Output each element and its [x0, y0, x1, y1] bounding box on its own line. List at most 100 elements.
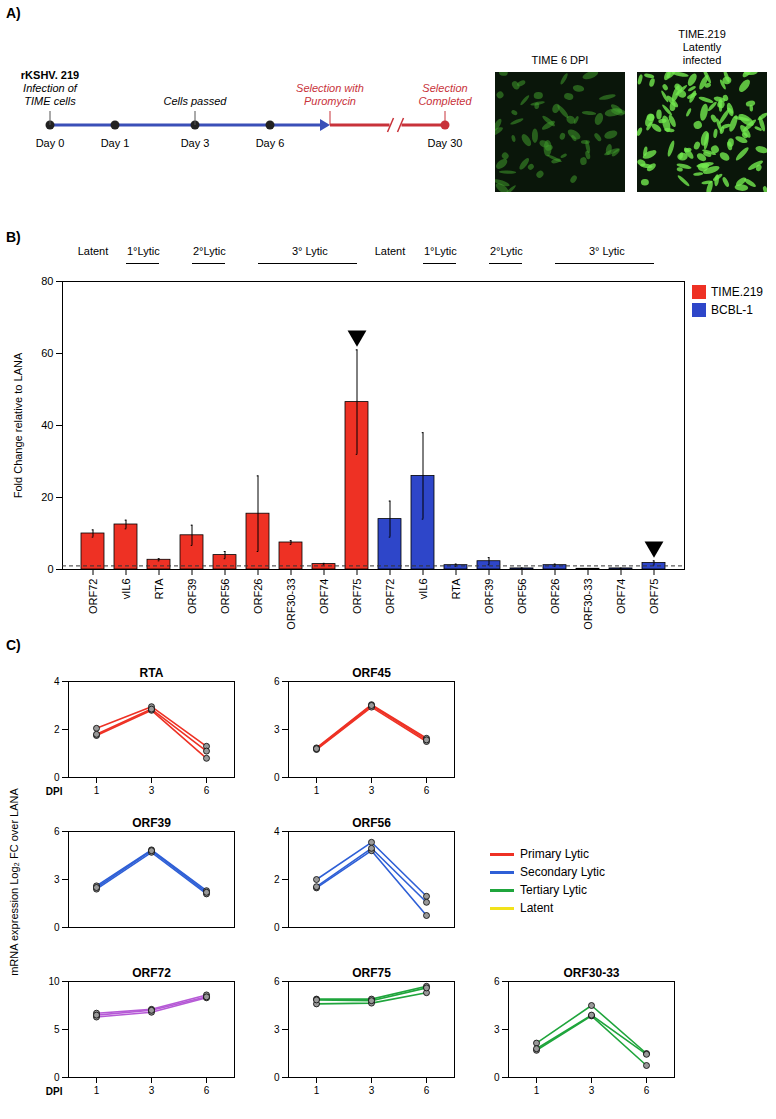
- svg-text:Completed: Completed: [418, 95, 472, 107]
- html-text:C): C): [6, 637, 21, 653]
- svg-text:1: 1: [314, 785, 320, 796]
- svg-text:Infection of: Infection of: [23, 82, 78, 94]
- svg-text:3: 3: [149, 1085, 155, 1096]
- svg-text:1: 1: [314, 1085, 320, 1096]
- svg-text:ORF39: ORF39: [483, 579, 495, 614]
- svg-text:6: 6: [204, 1085, 210, 1096]
- svg-text:TIME.219: TIME.219: [678, 28, 726, 40]
- svg-text:40: 40: [41, 419, 53, 431]
- svg-text:infected: infected: [683, 54, 722, 66]
- svg-text:vIL6: vIL6: [120, 579, 132, 600]
- svg-text:1°Lytic: 1°Lytic: [127, 245, 160, 257]
- svg-text:6: 6: [274, 676, 280, 687]
- svg-text:ORF74: ORF74: [318, 579, 330, 614]
- svg-text:3° Lytic: 3° Lytic: [589, 245, 625, 257]
- svg-text:Latent: Latent: [375, 245, 406, 257]
- svg-text:vIL6: vIL6: [417, 579, 429, 600]
- svg-text:ORF75: ORF75: [648, 579, 660, 614]
- svg-text:ORF26: ORF26: [549, 579, 561, 614]
- svg-text:Cells passed: Cells passed: [164, 95, 228, 107]
- svg-text:Latently: Latently: [683, 41, 722, 53]
- svg-text:5: 5: [54, 1024, 60, 1035]
- svg-text:ORF30-33: ORF30-33: [582, 579, 594, 630]
- svg-text:0: 0: [54, 922, 60, 933]
- svg-text:ORF39: ORF39: [186, 579, 198, 614]
- svg-text:6: 6: [644, 1085, 650, 1096]
- svg-text:20: 20: [41, 491, 53, 503]
- svg-text:ORF56: ORF56: [352, 816, 391, 830]
- svg-text:0: 0: [274, 922, 280, 933]
- svg-text:ORF75: ORF75: [352, 966, 391, 980]
- svg-text:6: 6: [204, 785, 210, 796]
- svg-text:TIME cells: TIME cells: [24, 95, 76, 107]
- svg-text:2: 2: [274, 874, 280, 885]
- svg-text:DPI: DPI: [46, 1086, 63, 1097]
- svg-text:0: 0: [274, 772, 280, 783]
- svg-text:10: 10: [48, 976, 60, 987]
- svg-text:3: 3: [274, 724, 280, 735]
- html-text:B): B): [6, 229, 21, 245]
- svg-text:3: 3: [589, 1085, 595, 1096]
- svg-text:rKSHV. 219: rKSHV. 219: [21, 69, 79, 81]
- svg-text:Day 30: Day 30: [428, 137, 463, 149]
- svg-text:Puromycin: Puromycin: [304, 95, 356, 107]
- svg-text:ORF30-33: ORF30-33: [285, 579, 297, 630]
- svg-text:6: 6: [54, 826, 60, 837]
- svg-text:RTA: RTA: [450, 578, 462, 600]
- svg-text:Selection with: Selection with: [296, 82, 364, 94]
- svg-text:TIME 6 DPI: TIME 6 DPI: [532, 54, 589, 66]
- html-text:BCBL-1: BCBL-1: [711, 303, 753, 317]
- svg-text:3: 3: [494, 1024, 500, 1035]
- svg-text:3: 3: [54, 874, 60, 885]
- svg-text:ORF72: ORF72: [132, 966, 171, 980]
- svg-text:2°Lytic: 2°Lytic: [490, 245, 523, 257]
- svg-text:ORF75: ORF75: [351, 579, 363, 614]
- svg-text:6: 6: [424, 1085, 430, 1096]
- svg-text:DPI: DPI: [46, 786, 63, 797]
- svg-text:ORF56: ORF56: [516, 579, 528, 614]
- svg-text:6: 6: [424, 785, 430, 796]
- svg-text:Selection: Selection: [422, 82, 467, 94]
- svg-text:0: 0: [274, 1072, 280, 1083]
- svg-text:60: 60: [41, 347, 53, 359]
- svg-text:ORF39: ORF39: [132, 816, 171, 830]
- svg-text:3: 3: [274, 1024, 280, 1035]
- svg-text:0: 0: [54, 772, 60, 783]
- svg-text:RTA: RTA: [153, 578, 165, 600]
- svg-text:ORF56: ORF56: [219, 579, 231, 614]
- svg-text:ORF45: ORF45: [352, 666, 391, 680]
- svg-text:RTA: RTA: [140, 666, 164, 680]
- svg-text:2: 2: [54, 724, 60, 735]
- svg-text:4: 4: [54, 676, 60, 687]
- svg-text:6: 6: [494, 976, 500, 987]
- svg-text:3: 3: [369, 785, 375, 796]
- svg-text:ORF26: ORF26: [252, 579, 264, 614]
- svg-text:3° Lytic: 3° Lytic: [292, 245, 328, 257]
- svg-text:4: 4: [274, 826, 280, 837]
- svg-text:3: 3: [369, 1085, 375, 1096]
- svg-text:0: 0: [47, 563, 53, 575]
- svg-text:ORF72: ORF72: [87, 579, 99, 614]
- svg-text:6: 6: [274, 976, 280, 987]
- svg-text:0: 0: [54, 1072, 60, 1083]
- svg-text:1°Lytic: 1°Lytic: [424, 245, 457, 257]
- svg-text:Day 3: Day 3: [181, 137, 210, 149]
- svg-text:Day 0: Day 0: [36, 137, 65, 149]
- svg-text:ORF30-33: ORF30-33: [563, 966, 619, 980]
- svg-text:Day 1: Day 1: [101, 137, 130, 149]
- svg-text:Fold Change relative to LANA: Fold Change relative to LANA: [12, 352, 24, 498]
- svg-text:mRNA expression Log₂ FC over L: mRNA expression Log₂ FC over LANA: [8, 788, 20, 976]
- svg-text:3: 3: [149, 785, 155, 796]
- svg-text:1: 1: [534, 1085, 540, 1096]
- svg-text:Day 6: Day 6: [256, 137, 285, 149]
- html-text:TIME.219: TIME.219: [711, 285, 763, 299]
- svg-text:Latent: Latent: [78, 245, 109, 257]
- svg-text:1: 1: [94, 1085, 100, 1096]
- svg-text:0: 0: [494, 1072, 500, 1083]
- svg-text:2°Lytic: 2°Lytic: [193, 245, 226, 257]
- svg-text:1: 1: [94, 785, 100, 796]
- svg-text:A): A): [6, 5, 21, 21]
- svg-text:ORF72: ORF72: [384, 579, 396, 614]
- svg-text:ORF74: ORF74: [615, 579, 627, 614]
- svg-text:80: 80: [41, 275, 53, 287]
